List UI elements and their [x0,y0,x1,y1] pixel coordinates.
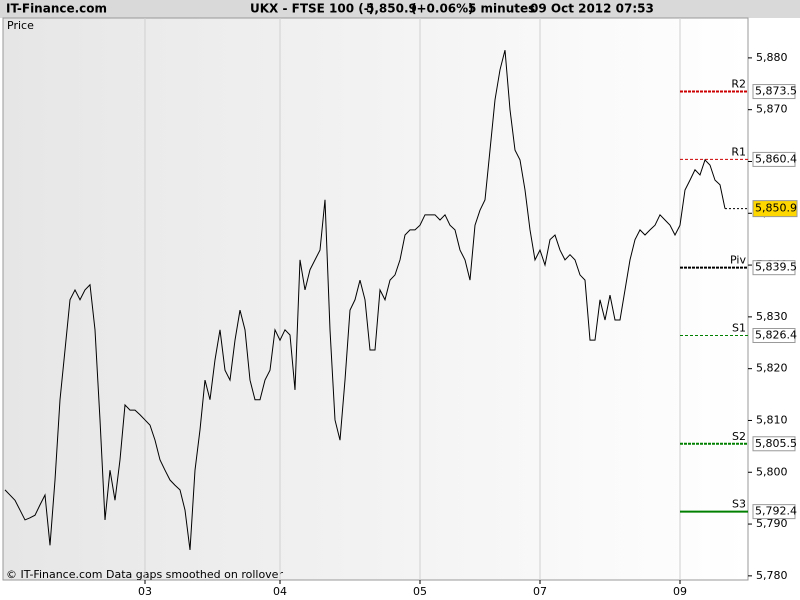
timestamp: 09 Oct 2012 07:53 [530,2,654,16]
interval: 5 minutes [468,2,535,16]
y-tick-label: 5,830 [756,310,788,323]
x-tick-label: 04 [273,585,287,598]
level-label: 5,873.5 [755,85,797,98]
level-name: S2 [732,430,746,443]
level-label: 5,860.4 [755,152,797,165]
x-tick-label: 05 [413,585,427,598]
y-tick-label: 5,790 [756,517,788,530]
site-name: IT-Finance.com [6,2,107,16]
instrument: UKX - FTSE 100 (-) [250,2,374,16]
x-tick-label: 07 [533,585,547,598]
x-tick-label: 03 [138,585,152,598]
y-tick-label: 5,820 [756,362,788,375]
level-name: R2 [731,78,746,91]
y-tick-label: 5,800 [756,465,788,478]
level-box [752,436,796,452]
level-label: 5,839.5 [755,261,797,274]
level-name: S3 [732,498,746,511]
last-price-label: 5,850.9 [755,202,797,215]
level-name: R1 [731,145,746,158]
x-tick-label: 09 [673,585,687,598]
level-box [752,504,796,520]
y-axis-label: Price [7,19,34,32]
level-box [752,328,796,344]
level-box [752,84,796,100]
y-tick-label: 5,780 [756,569,788,582]
y-tick-label: 5,870 [756,103,788,116]
level-name: Piv [730,254,746,267]
change: (+0.06%) [411,2,474,16]
level-box [752,151,796,167]
level-name: S1 [732,322,746,335]
header-last: 5,850.9 [366,2,417,16]
header-bar [0,0,800,18]
last-price-box [752,200,798,218]
y-tick-label: 5,880 [756,51,788,64]
level-label: 5,805.5 [755,437,797,450]
level-box [752,260,796,276]
price-line [4,49,726,551]
level-label: 5,792.4 [755,505,797,518]
level-label: 5,826.4 [755,329,797,342]
y-tick-label: 5,810 [756,413,788,426]
